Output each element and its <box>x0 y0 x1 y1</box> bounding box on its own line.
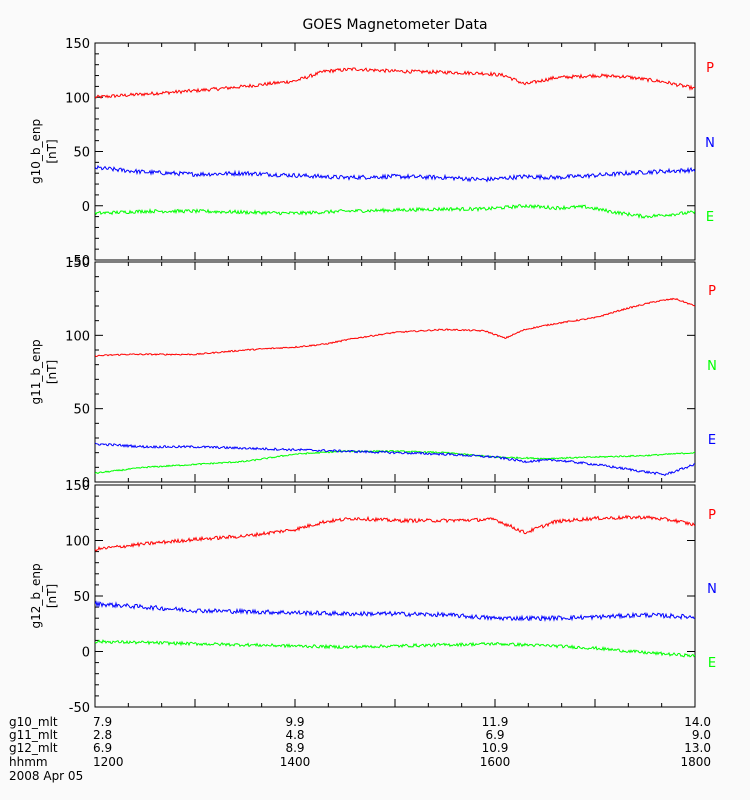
x-tick-label: 1600 <box>480 755 511 769</box>
series-label-n: N <box>707 359 717 374</box>
y-tick-label: 150 <box>65 37 90 52</box>
y-tick-label: 150 <box>65 256 90 271</box>
series-line-n <box>95 164 695 183</box>
x-row-label: g10_mlt <box>9 715 58 729</box>
y-tick-label: 0 <box>82 646 90 661</box>
x-row-label: g11_mlt <box>9 728 58 742</box>
y-tick-label: -50 <box>69 254 90 269</box>
x-tick-label: 1200 <box>93 755 124 769</box>
series-label-e: E <box>706 210 714 225</box>
x-tick-label: 8.9 <box>285 741 304 755</box>
x-tick-label: 9.9 <box>285 715 304 729</box>
series-label-n: N <box>705 136 715 151</box>
series-line-n <box>95 600 695 622</box>
x-row-label: hhmm <box>9 755 48 769</box>
panel-2: 150 100 50 0 g11_b_enp [nT] P N E <box>29 256 717 491</box>
x-tick-label: 9.0 <box>692 728 711 742</box>
y-axis-unit: [nT] <box>45 360 59 384</box>
x-tick-label: 1800 <box>680 755 711 769</box>
x-axis-table: g10_mlt 7.9 9.9 11.9 14.0 g11_mlt 2.8 4.8 6.9 9.0… <box>9 715 711 783</box>
y-tick-label: 100 <box>65 91 90 106</box>
x-tick-label: 4.8 <box>285 728 304 742</box>
chart-title: GOES Magnetometer Data <box>302 17 487 33</box>
x-tick-label: 11.9 <box>482 715 509 729</box>
y-tick-label: 100 <box>65 329 90 344</box>
series-label-p: P <box>708 284 716 299</box>
series-line-p <box>95 297 695 358</box>
series-line-n <box>95 449 695 474</box>
date-label: 2008 Apr 05 <box>9 769 83 783</box>
x-tick-label: 2.8 <box>93 728 112 742</box>
x-tick-label: 7.9 <box>93 715 112 729</box>
y-tick-label: 0 <box>82 476 90 491</box>
y-axis-label: g11_b_enp <box>29 339 43 404</box>
series-line-p <box>95 67 695 100</box>
series-line-e <box>95 203 695 219</box>
x-tick-label: 6.9 <box>485 728 504 742</box>
y-tick-label: 0 <box>82 200 90 215</box>
y-tick-label: 50 <box>73 590 90 605</box>
panel-1: 150 100 50 0 -50 g10_b_enp [nT] P N E <box>29 37 715 269</box>
y-tick-label: 150 <box>65 479 90 494</box>
series-label-p: P <box>708 508 716 523</box>
y-axis-unit: [nT] <box>45 584 59 608</box>
series-label-e: E <box>708 433 716 448</box>
panel-3: 150 100 50 0 -50 g12_b_enp [nT] P N E <box>29 479 717 716</box>
x-tick-label: 6.9 <box>93 741 112 755</box>
y-tick-label: 100 <box>65 535 90 550</box>
x-row-label: g12_mlt <box>9 741 58 755</box>
y-axis-label: g12_b_enp <box>29 563 43 628</box>
y-axis-label: g10_b_enp <box>29 119 43 184</box>
series-line-e <box>95 442 695 477</box>
x-tick-label: 14.0 <box>684 715 711 729</box>
series-label-n: N <box>707 582 717 597</box>
y-tick-label: 50 <box>73 146 90 161</box>
series-line-e <box>95 639 695 658</box>
y-tick-label: -50 <box>69 701 90 716</box>
x-tick-label: 1400 <box>280 755 311 769</box>
series-label-e: E <box>708 656 716 671</box>
x-tick-label: 13.0 <box>684 741 711 755</box>
y-tick-label: 50 <box>73 403 90 418</box>
y-axis-unit: [nT] <box>45 139 59 163</box>
panel-frame <box>94 261 696 483</box>
x-tick-label: 10.9 <box>482 741 509 755</box>
series-label-p: P <box>706 61 714 76</box>
series-line-p <box>95 514 695 552</box>
